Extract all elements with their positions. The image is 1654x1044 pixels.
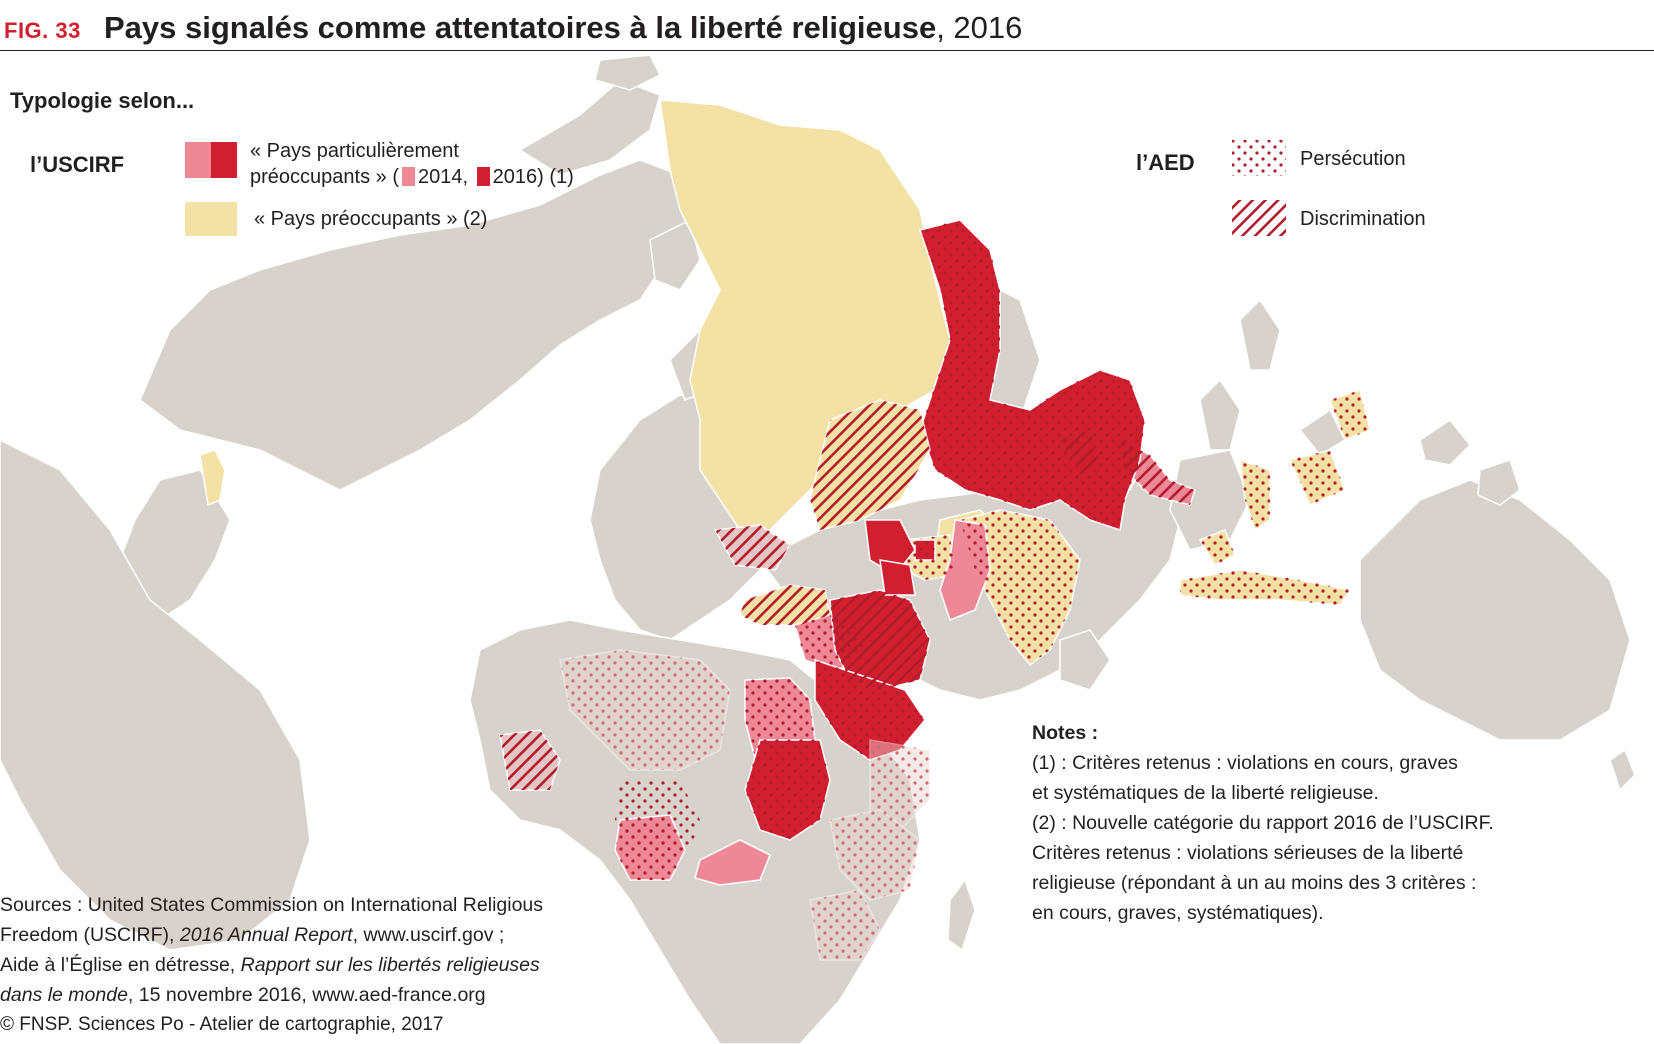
note-line: et systématiques de la liberté religieus… (1032, 782, 1379, 804)
source-line: Sources : United States Commission on In… (0, 894, 544, 916)
legend-uscirf-label: l’USCIRF (30, 152, 125, 177)
legend-aed-label: l’AED (1136, 150, 1195, 175)
legend-intro: Typologie selon... (10, 88, 195, 113)
sources-block: Sources : United States Commission on In… (0, 890, 543, 1010)
swatch-cpc-2014 (185, 142, 211, 178)
source-text: Aide à l’Église en détresse, (0, 954, 241, 976)
title-rule (0, 50, 1654, 51)
header: FIG. 33 Pays signalés comme attentatoire… (0, 0, 1654, 52)
title-year: , 2016 (936, 10, 1023, 45)
legend-mini-2016 (476, 167, 490, 186)
swatch-poc (185, 202, 237, 236)
legend-poc-label: « Pays préoccupants » (2) (254, 208, 488, 230)
swatch-discrimination (1232, 200, 1286, 236)
swatch-persecution (1232, 140, 1286, 176)
source-title: dans le monde (0, 984, 128, 1006)
legend-persecution-label: Persécution (1300, 148, 1406, 170)
aed-persecution-base (559, 649, 931, 961)
country-car (694, 839, 771, 886)
source-line: Freedom (USCIRF), 2016 Annual Report, ww… (0, 920, 543, 950)
source-title: 2016 Annual Report (179, 924, 353, 946)
source-line: Aide à l’Église en détresse, Rapport sur… (0, 950, 543, 980)
note-line: (1) : Critères retenus : violations en c… (1032, 752, 1458, 774)
swatch-cpc-2016 (211, 142, 237, 178)
legend-cpc-2016: 2016) (1) (492, 166, 574, 188)
source-text: , www.uscirf.gov ; (352, 924, 505, 946)
country-cuba (199, 449, 226, 507)
note-line: Critères retenus : violations sérieuses … (1032, 842, 1464, 864)
notes-block: Notes : (1) : Critères retenus : violati… (1032, 718, 1494, 928)
aed-discrimination-overlay (499, 399, 1195, 791)
title-main: Pays signalés comme attentatoires à la l… (104, 10, 937, 45)
legend-mini-2014 (401, 167, 415, 186)
source-text: Freedom (USCIRF), (0, 924, 180, 946)
legend-cpc-line1: « Pays particulièrement (250, 140, 459, 162)
legend-cpc-line2-start: préoccupants » ( (250, 166, 399, 188)
source-text: , 15 novembre 2016, www.aed-france.org (127, 984, 486, 1006)
map-title: Pays signalés comme attentatoires à la l… (104, 10, 1022, 46)
notes-heading: Notes : (1032, 722, 1099, 744)
figure-label: FIG. 33 (4, 18, 81, 43)
legend-swatches (185, 140, 1286, 236)
source-line: dans le monde, 15 novembre 2016, www.aed… (0, 980, 543, 1010)
note-line: en cours, graves, systématiques). (1032, 902, 1324, 924)
legend-cpc-2014: 2014, (417, 166, 469, 188)
credit-line: © FNSP. Sciences Po - Atelier de cartogr… (0, 1014, 444, 1035)
legend-cpc-line2: préoccupants » ( 2014, 2016) (1) (250, 166, 574, 189)
note-line: (2) : Nouvelle catégorie du rapport 2016… (1032, 812, 1494, 834)
source-title: Rapport sur les libertés religieuses (240, 954, 540, 976)
note-line: religieuse (répondant à un au moins des … (1032, 872, 1477, 894)
legend-discrimination-label: Discrimination (1300, 208, 1426, 230)
